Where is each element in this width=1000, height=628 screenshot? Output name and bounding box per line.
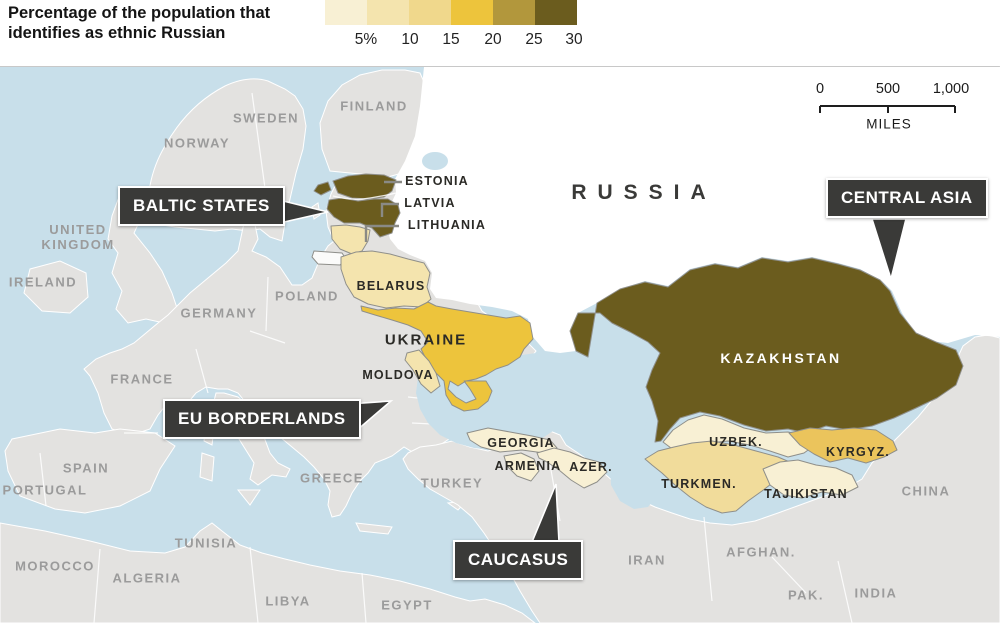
legend-tick-5: 5%: [354, 31, 378, 48]
title-line-1: Percentage of the population that: [8, 4, 271, 22]
label-china: CHINA: [901, 483, 951, 499]
label-sweden: SWEDEN: [232, 110, 300, 126]
scale-tick-500: 500: [875, 81, 901, 97]
label-norway: NORWAY: [163, 135, 231, 151]
label-finland: FINLAND: [340, 98, 408, 114]
legend-swatch-5: [493, 0, 535, 25]
country-azerbaijan: [536, 447, 608, 489]
label-egypt: EGYPT: [381, 597, 433, 613]
country-kyrgyzstan: [788, 427, 898, 464]
country-lithuania: [330, 224, 371, 255]
border-libya-egypt: [361, 572, 367, 623]
map-canvas: [0, 66, 1000, 623]
scale-unit: MILES: [866, 116, 912, 132]
label-azerbaijan: AZER.: [569, 460, 613, 474]
label-portugal: PORTUGAL: [2, 482, 88, 498]
country-kazakhstan: [569, 257, 964, 443]
label-algeria: ALGERIA: [112, 570, 182, 586]
border-algeria-libya: [249, 546, 259, 623]
label-spain: SPAIN: [62, 460, 110, 476]
label-france: FRANCE: [110, 371, 174, 387]
land-iberia: [4, 428, 176, 514]
label-latvia: LATVIA: [404, 196, 456, 210]
label-afghanistan: AFGHAN.: [726, 544, 796, 560]
label-morocco: MOROCCO: [15, 558, 95, 574]
connector-lithuania: [364, 224, 399, 242]
scale-tick-0: 0: [815, 81, 825, 97]
border-afghanistan-pakistan: [771, 556, 807, 594]
country-moldova: [404, 349, 441, 394]
label-georgia: GEORGIA: [487, 436, 555, 450]
label-ukraine: UKRAINE: [384, 331, 468, 349]
legend-tick-30: 30: [565, 31, 583, 48]
border-pakistan-india: [837, 560, 853, 623]
callout-baltic-states: BALTIC STATES: [118, 186, 285, 226]
label-ireland: IRELAND: [8, 274, 78, 290]
label-turkey: TURKEY: [420, 475, 484, 491]
country-estonia: [332, 173, 397, 200]
label-armenia: ARMENIA: [494, 459, 562, 473]
land-north-africa: [0, 522, 536, 623]
border-czech: [249, 330, 286, 344]
country-armenia: [503, 452, 540, 482]
legend-tick-20: 20: [484, 31, 502, 48]
label-iran: IRAN: [628, 552, 666, 568]
lake-ladoga: [422, 152, 448, 170]
label-libya: LIBYA: [265, 593, 311, 609]
legend-swatch-6: [535, 0, 577, 25]
legend-swatch-2: [367, 0, 409, 25]
border-france-germany: [195, 348, 209, 394]
caspian-sea: [588, 351, 662, 509]
label-germany: GERMANY: [180, 305, 258, 321]
label-india: INDIA: [854, 585, 898, 601]
label-russia: RUSSIA: [571, 181, 717, 204]
label-tajikistan: TAJIKISTAN: [764, 487, 848, 501]
border-estonia-latvia: [332, 192, 397, 200]
border-portugal-spain: [39, 452, 47, 507]
land-sardinia: [199, 452, 215, 482]
border-iran-afghanistan: [703, 516, 713, 602]
legend-tick-25: 25: [525, 31, 543, 48]
country-tajikistan: [762, 459, 859, 499]
land-kaliningrad: [311, 250, 347, 266]
label-uzbekistan: UZBEK.: [709, 435, 763, 449]
map-svg: [0, 67, 1000, 623]
label-belarus: BELARUS: [356, 279, 426, 293]
label-pakistan: PAK.: [787, 587, 825, 603]
scale-tick-1000: 1,000: [932, 81, 970, 97]
connector-latvia: [380, 202, 399, 217]
legend-tick-15: 15: [442, 31, 460, 48]
label-greece: GREECE: [300, 470, 364, 486]
chart-title: Percentage of the population that identi…: [8, 3, 270, 43]
label-estonia: ESTONIA: [405, 174, 469, 188]
label-lithuania: LITHUANIA: [407, 218, 487, 232]
land-russia: [386, 67, 1000, 353]
country-estonia-islands: [313, 181, 332, 196]
country-belarus: [340, 250, 432, 309]
legend-swatch-4: [451, 0, 493, 25]
label-moldova: MOLDOVA: [362, 368, 434, 382]
land-europe-mainland: [83, 175, 537, 518]
land-sicily: [236, 489, 261, 506]
label-turkmenistan: TURKMEN.: [661, 477, 737, 491]
callout-caucasus: CAUCASUS: [453, 540, 584, 580]
legend-swatch-3: [409, 0, 451, 25]
land-ireland: [23, 260, 89, 314]
legend-tick-10: 10: [401, 31, 419, 48]
label-poland: POLAND: [275, 288, 339, 304]
label-united-kingdom: UNITED KINGDOM: [41, 222, 115, 252]
border-germany-poland: [265, 276, 269, 332]
label-kazakhstan: KAZAKHSTAN: [720, 350, 842, 366]
callout-eu-borderlands: EU BORDERLANDS: [163, 399, 361, 439]
title-line-2: identifies as ethnic Russian: [8, 24, 226, 42]
legend-swatch-1: [325, 0, 367, 25]
label-tunisia: TUNISIA: [174, 535, 238, 551]
border-morocco-algeria: [93, 548, 101, 623]
label-kyrgyzstan: KYRGYZ.: [826, 445, 890, 459]
callout-central-asia: CENTRAL ASIA: [826, 178, 988, 218]
land-crete: [355, 522, 393, 535]
